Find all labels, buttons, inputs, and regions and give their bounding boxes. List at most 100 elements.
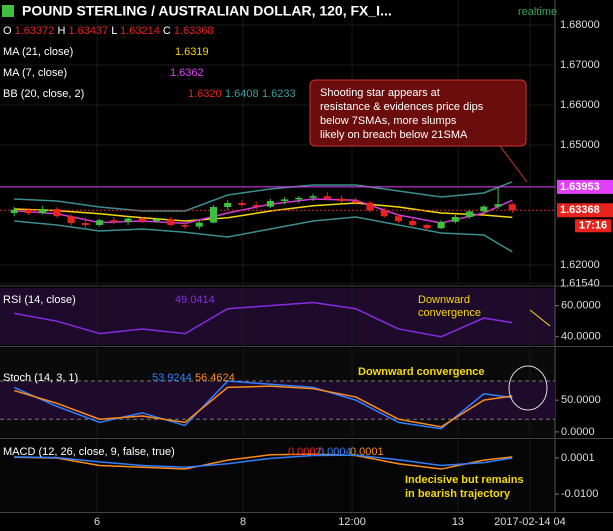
annotation: Downward xyxy=(418,294,470,306)
y-tick-label: 1.68000 xyxy=(560,19,600,31)
annotation: Downward convergence xyxy=(358,366,485,378)
y-tick-label: 1.65000 xyxy=(560,139,600,151)
annotation: in bearish trajectory xyxy=(405,488,511,500)
candle-body xyxy=(323,196,331,199)
candle-body xyxy=(181,225,189,227)
candle-body xyxy=(494,204,502,207)
legend-value: 56.4624 xyxy=(195,372,235,384)
series-line xyxy=(14,202,513,222)
callout-arrow xyxy=(499,145,528,183)
x-tick-label: 8 xyxy=(240,516,246,528)
panel-title[interactable]: RSI (14, close) xyxy=(3,294,76,306)
legend-value: 53.9244 xyxy=(152,372,192,384)
candle-body xyxy=(266,201,274,207)
legend-value: 1.6319 xyxy=(175,46,209,58)
legend-label[interactable]: MA (21, close) xyxy=(3,46,73,58)
candle-body xyxy=(480,206,488,212)
y-tick-label: 1.62000 xyxy=(560,259,600,271)
candle-body xyxy=(309,196,317,198)
ohlc-value: 1.63372 xyxy=(15,25,55,37)
y-tick-label: 40.0000 xyxy=(561,331,601,343)
candle-body xyxy=(39,209,47,213)
price-tag xyxy=(557,203,613,218)
candle-body xyxy=(508,204,516,211)
candle-body xyxy=(96,220,104,225)
price-tag-label: 1.63953 xyxy=(560,181,600,193)
panel-title[interactable]: MACD (12, 26, close, 9, false, true) xyxy=(3,446,175,458)
y-tick-label: 0.0000 xyxy=(561,426,595,438)
candle-body xyxy=(380,210,388,217)
candle-body xyxy=(337,198,346,201)
legend-value: 0.0004 xyxy=(318,446,352,458)
candle-body xyxy=(366,202,374,211)
candle-body xyxy=(67,216,75,223)
candle-body xyxy=(281,199,289,201)
candle-body xyxy=(423,225,431,229)
highlight-ellipse xyxy=(508,365,548,411)
legend-value: 49.0414 xyxy=(175,294,215,306)
candle-body xyxy=(167,219,175,225)
symbol-icon xyxy=(2,5,14,17)
candle-body xyxy=(437,221,445,229)
ohlc-key: O xyxy=(3,25,15,37)
y-tick-label: -0.0100 xyxy=(561,488,598,500)
series-line xyxy=(14,216,513,253)
candle-body xyxy=(124,218,132,222)
candle-body xyxy=(53,209,61,217)
y-tick-label: 1.66000 xyxy=(560,99,600,111)
callout-text: Shooting star appears at xyxy=(320,87,440,99)
chart-title: POUND STERLING / AUSTRALIAN DOLLAR, 120,… xyxy=(22,3,392,19)
candle-body xyxy=(451,217,459,222)
ohlc-key: C xyxy=(160,25,174,37)
series-line xyxy=(13,380,513,430)
legend-value: 1.6408 xyxy=(225,88,259,100)
x-tick-label: 12:00 xyxy=(338,516,366,528)
candle-body xyxy=(409,221,417,225)
series-line xyxy=(14,301,513,338)
legend-value: 1.6233 xyxy=(262,88,296,100)
series-line xyxy=(14,453,513,470)
x-tick-label: 13 xyxy=(452,516,464,528)
series-line xyxy=(14,385,513,428)
macd-panel xyxy=(0,440,555,512)
annotation-arrow xyxy=(529,309,551,327)
legend-label[interactable]: MA (7, close) xyxy=(3,67,67,79)
y-tick-label: 60.0000 xyxy=(561,300,601,312)
candle-body xyxy=(81,223,89,225)
callout-text: below 7SMAs, more slumps xyxy=(320,115,457,127)
countdown-tag xyxy=(575,219,611,233)
rsi-panel xyxy=(0,288,555,345)
candle-body xyxy=(295,197,303,200)
candle-body xyxy=(152,219,161,221)
x-tick-label: 2017-02-14 04 xyxy=(494,516,566,528)
legend-label[interactable]: BB (20, close, 2) xyxy=(3,88,84,100)
y-tick-label: 1.61540 xyxy=(560,277,600,289)
panel-title[interactable]: Stoch (14, 3, 1) xyxy=(3,372,78,384)
ohlc-key: H xyxy=(54,25,68,37)
candle-body xyxy=(394,216,403,221)
status[interactable]: realtime xyxy=(518,6,557,18)
candle-body xyxy=(238,203,246,205)
candle-body xyxy=(110,220,118,222)
svg-text:O 1.63372 H 1.63437 L 1.63214: O 1.63372 H 1.63437 L 1.63214 C 1.63368 xyxy=(3,25,214,37)
candle-body xyxy=(352,201,360,203)
x-tick-label: 6 xyxy=(94,516,100,528)
legend-value: 1.6320 xyxy=(188,88,222,100)
ohlc-key: L xyxy=(108,25,120,37)
y-tick-label: 50.0000 xyxy=(561,394,601,406)
annotation: convergence xyxy=(418,307,481,319)
candle-body xyxy=(209,207,218,223)
legend-value: 0.0002 xyxy=(288,446,322,458)
candle-body xyxy=(24,209,33,213)
candle-body xyxy=(138,218,146,221)
candle-body xyxy=(252,205,260,207)
candle-body xyxy=(224,203,232,207)
price-tag-label: 1.63368 xyxy=(560,204,600,216)
legend-value: 0.0001 xyxy=(350,446,384,458)
price-tag xyxy=(557,179,613,194)
callout-text: resistance & evidences price dips xyxy=(320,101,484,113)
texts: POUND STERLING / AUSTRALIAN DOLLAR, 120,… xyxy=(2,3,557,500)
